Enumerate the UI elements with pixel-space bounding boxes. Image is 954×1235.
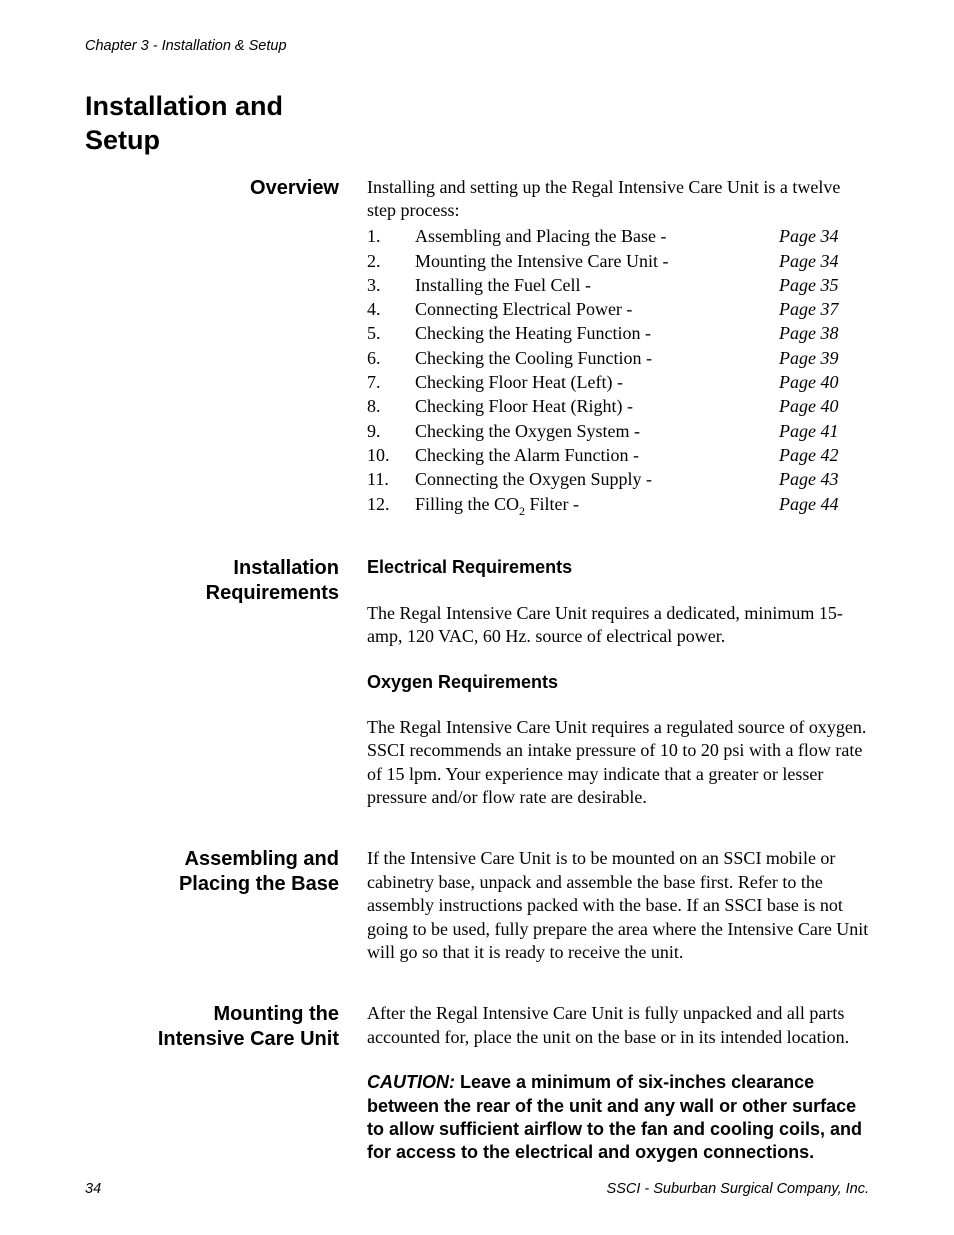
section-installation-requirements: Installation Requirements Electrical Req… [85,556,869,809]
install-req-label-l1: Installation [233,557,339,579]
step-page-ref: Page 44 [779,492,869,519]
step-number: 7. [367,370,415,394]
step-number: 10. [367,443,415,467]
step-text: Mounting the Intensive Care Unit - [415,249,779,273]
mounting-label-l1: Mounting the [213,1003,339,1025]
step-row: 6.Checking the Cooling Function -Page 39 [367,346,869,370]
step-page-ref: Page 43 [779,467,869,491]
step-page-ref: Page 39 [779,346,869,370]
overview-steps: 1.Assembling and Placing the Base -Page … [367,224,869,518]
section-mounting-icu: Mounting the Intensive Care Unit After t… [85,1002,869,1164]
step-number: 6. [367,346,415,370]
step-row: 7.Checking Floor Heat (Left) -Page 40 [367,370,869,394]
step-row: 5.Checking the Heating Function -Page 38 [367,321,869,345]
step-page-ref: Page 40 [779,394,869,418]
step-text: Connecting Electrical Power - [415,297,779,321]
assembling-content: If the Intensive Care Unit is to be moun… [367,847,869,964]
section-assembling-base: Assembling and Placing the Base If the I… [85,847,869,964]
step-number: 12. [367,492,415,519]
footer-page-number: 34 [85,1181,101,1197]
step-row: 12.Filling the CO2 Filter -Page 44 [367,492,869,519]
caution-label: CAUTION: [367,1072,455,1092]
step-number: 5. [367,321,415,345]
oxygen-requirements-heading: Oxygen Requirements [367,671,869,694]
footer-company: SSCI - Suburban Surgical Company, Inc. [607,1181,869,1197]
step-text: Checking the Heating Function - [415,321,779,345]
assembling-text: If the Intensive Care Unit is to be moun… [367,847,869,964]
electrical-requirements-heading: Electrical Requirements [367,556,869,579]
install-req-content: Electrical Requirements The Regal Intens… [367,556,869,809]
step-row: 4.Connecting Electrical Power -Page 37 [367,297,869,321]
mounting-text: After the Regal Intensive Care Unit is f… [367,1002,869,1049]
step-number: 11. [367,467,415,491]
step-text: Checking the Alarm Function - [415,443,779,467]
step-page-ref: Page 42 [779,443,869,467]
step-text: Checking Floor Heat (Right) - [415,394,779,418]
step-row: 8.Checking Floor Heat (Right) -Page 40 [367,394,869,418]
main-title-line2: Setup [85,125,160,155]
step-number: 9. [367,419,415,443]
assembling-label: Assembling and Placing the Base [85,847,367,964]
chapter-header: Chapter 3 - Installation & Setup [85,38,869,54]
step-page-ref: Page 34 [779,224,869,248]
mounting-content: After the Regal Intensive Care Unit is f… [367,1002,869,1164]
step-text: Installing the Fuel Cell - [415,273,779,297]
step-page-ref: Page 38 [779,321,869,345]
step-text: Assembling and Placing the Base - [415,224,779,248]
electrical-requirements-text: The Regal Intensive Care Unit requires a… [367,602,869,649]
main-title: Installation and Setup [85,90,869,158]
step-number: 4. [367,297,415,321]
mounting-label-l2: Intensive Care Unit [158,1028,339,1050]
section-overview: Overview Installing and setting up the R… [85,176,869,519]
main-title-line1: Installation and [85,91,283,121]
step-number: 1. [367,224,415,248]
step-text: Checking Floor Heat (Left) - [415,370,779,394]
step-row: 10.Checking the Alarm Function -Page 42 [367,443,869,467]
page-footer: 34 SSCI - Suburban Surgical Company, Inc… [85,1181,869,1197]
step-row: 2.Mounting the Intensive Care Unit -Page… [367,249,869,273]
step-number: 2. [367,249,415,273]
step-page-ref: Page 40 [779,370,869,394]
step-text: Checking the Oxygen System - [415,419,779,443]
step-text: Connecting the Oxygen Supply - [415,467,779,491]
oxygen-requirements-text: The Regal Intensive Care Unit requires a… [367,716,869,810]
step-text: Checking the Cooling Function - [415,346,779,370]
assembling-label-l1: Assembling and [185,848,339,870]
step-row: 1.Assembling and Placing the Base -Page … [367,224,869,248]
step-text: Filling the CO2 Filter - [415,492,779,519]
install-req-label: Installation Requirements [85,556,367,809]
assembling-label-l2: Placing the Base [179,873,339,895]
step-number: 3. [367,273,415,297]
step-page-ref: Page 35 [779,273,869,297]
caution-block: CAUTION: Leave a minimum of six-inches c… [367,1071,869,1165]
install-req-label-l2: Requirements [206,582,339,604]
mounting-label: Mounting the Intensive Care Unit [85,1002,367,1164]
step-number: 8. [367,394,415,418]
overview-content: Installing and setting up the Regal Inte… [367,176,869,519]
overview-label: Overview [85,176,367,519]
step-row: 3.Installing the Fuel Cell -Page 35 [367,273,869,297]
step-page-ref: Page 37 [779,297,869,321]
step-page-ref: Page 41 [779,419,869,443]
step-row: 9.Checking the Oxygen System -Page 41 [367,419,869,443]
step-page-ref: Page 34 [779,249,869,273]
step-row: 11.Connecting the Oxygen Supply -Page 43 [367,467,869,491]
overview-intro: Installing and setting up the Regal Inte… [367,176,869,223]
